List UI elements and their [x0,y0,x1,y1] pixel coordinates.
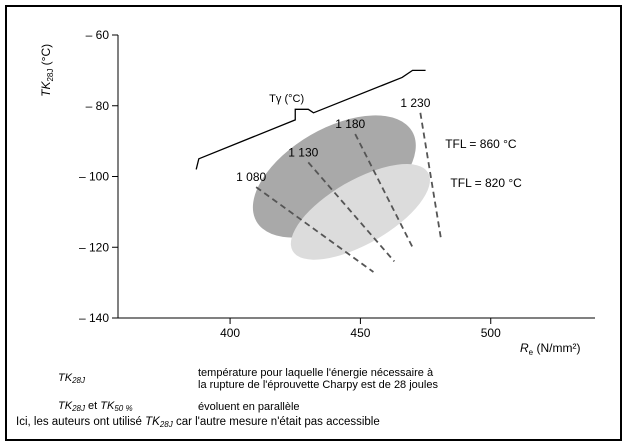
x-axis-label-sub: e [529,348,534,357]
y-tick-label-5: – 140 [79,311,109,325]
x-axis-label-unit: (N/mm²) [533,341,580,355]
y-tick-label-2: – 80 [86,99,110,113]
y-axis-label-sub: 28J [46,69,55,82]
legend-definition-2: évoluent en parallèle [198,401,300,413]
dashed-line-label-1: 1 080 [236,170,266,184]
annotation-tgamma: Tγ (°C) [269,93,304,105]
dashed-line-1 [255,186,374,273]
dashed-line-3 [354,133,414,248]
dashed-line-label-4: 1 230 [400,96,430,110]
y-axis-label-symbol: TK [39,81,53,97]
y-tick-label-4: – 120 [79,240,109,254]
x-axis-label: Re (N/mm²) [520,341,580,357]
legend-term-1: TK28J [58,372,85,385]
region-1 [252,115,416,238]
x-tick-label-2: 450 [350,326,370,340]
y-tick-label-1: – 60 [86,28,110,42]
legend-definition-1-line2: la rupture de l'éprouvette Charpy est de… [198,379,438,391]
legend-term-2: TK28J et TK50 % [58,400,133,413]
region-label-1: TFL = 860 °C [445,137,517,151]
footnote: Ici, les auteurs ont utilisé TK28J car l… [16,416,380,429]
dashed-line-label-3: 1 180 [335,117,365,131]
x-tick-label-1: 400 [220,326,240,340]
x-axis-label-symbol: R [520,341,529,355]
dashed-line-2 [307,161,395,262]
x-tick-label-3: 500 [481,326,501,340]
legend-definition-1-line1: température pour laquelle l'énergie néce… [198,367,434,379]
dashed-line-label-2: 1 130 [288,145,318,159]
region-label-2: TFL = 820 °C [450,176,522,190]
dashed-line-4 [419,112,443,241]
series-tgamma [195,69,426,170]
region-2 [290,164,430,260]
legend-definition-1: température pour laquelle l'énergie néce… [198,367,438,391]
y-tick-label-3: – 100 [79,170,109,184]
y-axis-label-unit: (°C) [39,44,53,69]
y-axis-label: TK28J (°C) [39,44,55,97]
